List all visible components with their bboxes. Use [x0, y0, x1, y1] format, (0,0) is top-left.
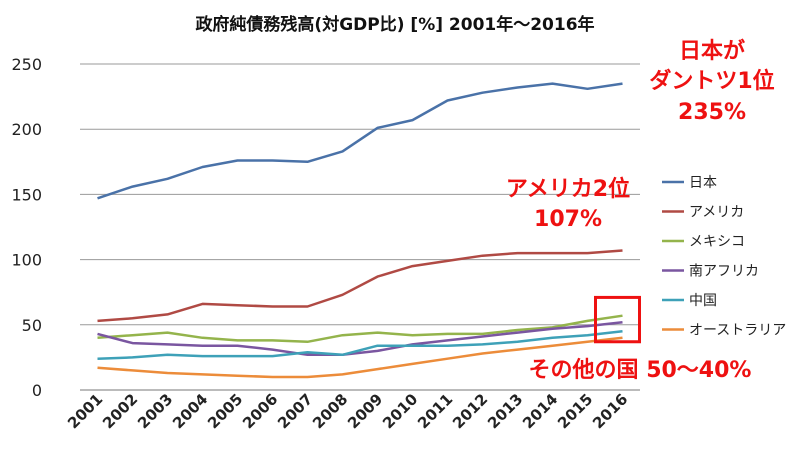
- series-line: [97, 314, 623, 344]
- chart-title: 政府純債務残高(対GDP比) [%] 2001年～2016年: [195, 14, 594, 35]
- series-line: [97, 320, 623, 357]
- x-tick-label: 2015: [554, 390, 596, 432]
- x-tick-label: 2009: [344, 390, 386, 432]
- x-tick-label: 2013: [484, 390, 526, 432]
- annotation-japan-line3: 235%: [678, 100, 746, 125]
- grid: [80, 63, 640, 391]
- y-tick-label: 150: [11, 185, 42, 204]
- series-lines: [97, 82, 623, 379]
- series-line: [97, 249, 623, 323]
- x-tick-label: 2004: [169, 390, 211, 432]
- legend-label: 日本: [689, 175, 717, 191]
- x-tick-label: 2007: [274, 390, 316, 432]
- annotation-japan-line2: ダントツ1位: [649, 68, 774, 94]
- x-tick-label: 2010: [379, 390, 421, 432]
- legend-label: 南アフリカ: [689, 264, 759, 280]
- y-tick-label: 250: [11, 55, 42, 74]
- annotation-us: アメリカ2位 107%: [506, 176, 630, 232]
- annotation-us-line1: アメリカ2位: [506, 176, 630, 202]
- x-tick-label: 2003: [134, 390, 176, 432]
- x-tick-label: 2006: [239, 390, 281, 432]
- x-axis-ticks: 2001200220032004200520062007200820092010…: [64, 390, 631, 432]
- legend-label: 中国: [689, 293, 717, 309]
- legend-label: アメリカ: [689, 205, 744, 221]
- y-tick-label: 100: [11, 251, 42, 270]
- y-tick-label: 0: [32, 381, 42, 400]
- x-tick-label: 2002: [99, 390, 141, 432]
- x-tick-label: 2012: [449, 390, 491, 432]
- x-tick-label: 2008: [309, 390, 351, 432]
- series-line: [97, 336, 623, 379]
- series-line: [97, 330, 623, 360]
- annotation-japan-line1: 日本が: [679, 38, 745, 64]
- x-tick-label: 2011: [414, 390, 456, 432]
- y-axis-ticks: 0 50 100 150 200 250: [11, 55, 42, 400]
- series-line: [97, 82, 623, 200]
- highlight-box: [594, 295, 641, 344]
- y-tick-label: 200: [11, 120, 42, 139]
- x-tick-label: 2001: [64, 390, 106, 432]
- legend-label: オーストラリア: [689, 323, 786, 339]
- annotation-us-line2: 107%: [534, 207, 602, 232]
- x-tick-label: 2016: [589, 390, 631, 432]
- x-tick-label: 2014: [519, 390, 561, 432]
- annotation-others: その他の国 50～40%: [529, 358, 752, 383]
- y-tick-label: 50: [22, 316, 42, 335]
- legend-label: メキシコ: [689, 234, 745, 250]
- x-tick-label: 2005: [204, 390, 246, 432]
- annotation-japan: 日本が ダントツ1位 235%: [649, 38, 774, 125]
